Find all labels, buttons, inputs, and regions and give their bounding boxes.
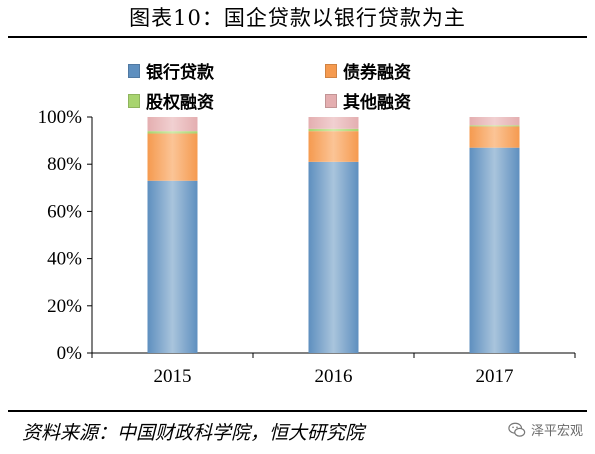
x-tick-label: 2017 (476, 366, 514, 387)
bar-equity-2015 (147, 131, 198, 134)
bar-bank_loan-2017 (469, 147, 520, 353)
watermark-text: 泽平宏观 (530, 424, 583, 439)
watermark: 泽平宏观 (508, 420, 583, 439)
bar-bank_loan-2015 (147, 180, 198, 353)
wechat-icon (508, 422, 526, 437)
bar-equity-2016 (308, 128, 359, 132)
bar-bond-2015 (147, 133, 198, 181)
bar-equity-2017 (469, 125, 520, 127)
y-tick-label: 0% (57, 343, 83, 364)
title-bar: 图表10：国企贷款以银行贷款为主 (0, 0, 595, 38)
y-tick-label: 20% (47, 296, 82, 317)
bar-bond-2016 (308, 131, 359, 162)
bar-other-2016 (308, 117, 359, 129)
chart-title: 图表10：国企贷款以银行贷款为主 (129, 6, 466, 30)
y-tick-label: 80% (47, 154, 82, 175)
stacked-bar-chart: 0% 20% 40% 60% 80% 100% 2015 2016 2017 (38, 107, 576, 387)
bar-bond-2017 (469, 126, 520, 148)
y-tick-label: 60% (47, 201, 82, 222)
top-rule (8, 36, 587, 38)
x-tick-label: 2015 (154, 366, 192, 387)
source-note: 资料来源：中国财政科学院，恒大研究院 (22, 422, 365, 444)
bar-bank_loan-2016 (308, 161, 359, 353)
y-tick-label: 40% (47, 249, 82, 270)
bar-other-2017 (469, 117, 520, 126)
y-tick-label: 100% (38, 107, 83, 128)
x-tick-label: 2016 (315, 366, 353, 387)
bottom-rule (8, 410, 587, 412)
bar-other-2015 (147, 117, 198, 132)
